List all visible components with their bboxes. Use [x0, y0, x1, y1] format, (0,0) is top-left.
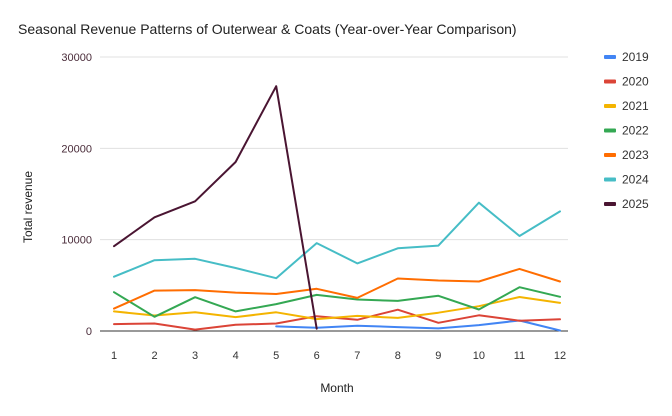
x-tick-label: 10: [473, 350, 485, 362]
gridlines: [100, 56, 568, 332]
legend-label-2023: 2023: [622, 148, 649, 162]
legend-label-2020: 2020: [622, 75, 649, 89]
series-line-2025: [113, 85, 318, 330]
x-tick-label: 2: [151, 350, 157, 362]
legend-label-2025: 2025: [622, 197, 649, 211]
series-line-2022: [113, 286, 561, 318]
y-tick-label: 20000: [61, 143, 92, 155]
x-axis-ticks: 1 2 3 4 5 6 7 8 9 10 11 12: [111, 350, 566, 362]
x-tick-label: 4: [233, 350, 239, 362]
legend-swatch-2022: [604, 128, 616, 133]
legend-label-2024: 2024: [622, 173, 649, 187]
x-tick-label: 11: [514, 350, 525, 362]
chart-title: Seasonal Revenue Patterns of Outerwear &…: [18, 21, 517, 37]
legend-swatch-2021: [604, 104, 616, 108]
legend: 2019 2020 2021 2022 2023 2024 2025: [604, 50, 649, 211]
x-tick-label: 9: [435, 350, 441, 362]
legend-label-2019: 2019: [622, 50, 649, 64]
y-tick-label: 30000: [61, 52, 92, 64]
legend-swatch-2019: [604, 55, 616, 59]
x-axis-label: Month: [320, 381, 353, 395]
y-axis-label: Total revenue: [21, 171, 35, 243]
series-line-2024: [113, 201, 561, 280]
x-tick-label: 3: [192, 350, 198, 362]
series-line-2019: [275, 319, 561, 332]
x-tick-label: 7: [354, 350, 360, 362]
x-tick-label: 12: [554, 350, 566, 362]
y-tick-label: 10000: [61, 235, 92, 247]
series-line-2023: [113, 267, 561, 310]
series-lines: [113, 85, 561, 332]
x-tick-label: 1: [111, 350, 117, 362]
legend-swatch-2025: [604, 202, 616, 206]
legend-swatch-2020: [604, 79, 616, 84]
series-line-2021: [113, 296, 561, 321]
x-tick-label: 5: [273, 350, 279, 362]
legend-label-2022: 2022: [622, 124, 649, 138]
x-tick-label: 6: [314, 350, 320, 362]
y-tick-label: 0: [86, 326, 92, 338]
legend-swatch-2024: [604, 177, 616, 182]
y-axis-ticks: 0 10000 20000 30000: [61, 52, 92, 338]
x-tick-label: 8: [395, 350, 401, 362]
legend-label-2021: 2021: [622, 99, 649, 113]
legend-swatch-2023: [604, 153, 616, 157]
